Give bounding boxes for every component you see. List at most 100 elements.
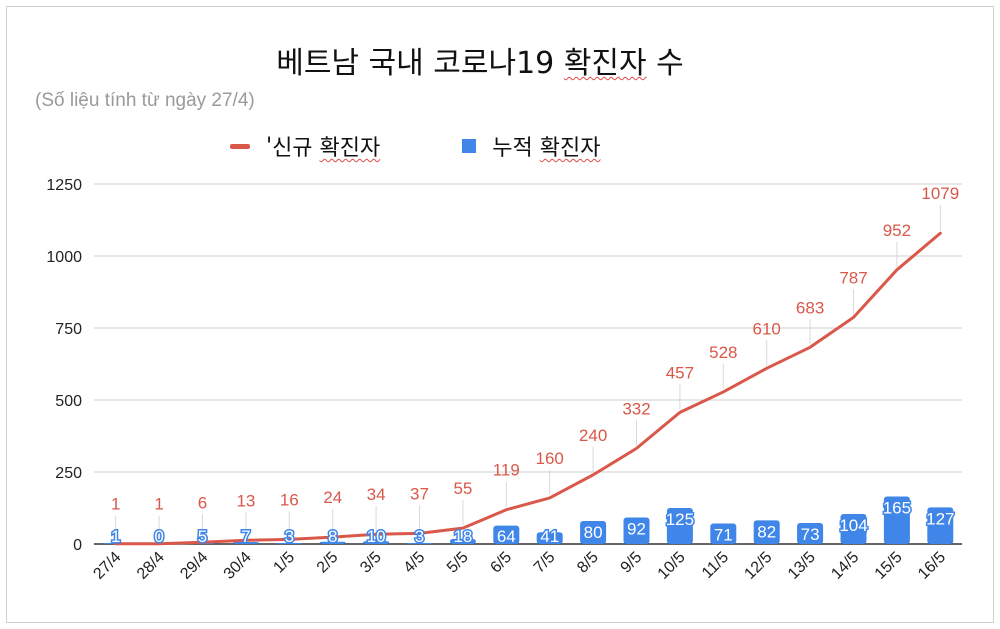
bar	[580, 520, 607, 544]
chart-title-part-2: 확진자	[563, 46, 647, 81]
x-tick-label: 2/5	[314, 549, 342, 577]
x-tick-label: 27/4	[90, 549, 124, 583]
bar-data-label: 71	[714, 526, 733, 545]
line-data-label: 13	[236, 491, 255, 510]
bar-data-label: 104	[839, 516, 867, 535]
bar-data-label: 18	[453, 527, 472, 546]
x-tick-label: 30/4	[221, 549, 255, 583]
bar	[536, 532, 563, 544]
x-tick-label: 12/5	[741, 549, 775, 583]
legend-line-label-a: 신규	[272, 136, 313, 161]
legend-line-label-b: 확진자	[319, 136, 381, 161]
bar	[710, 523, 737, 544]
bar-data-label: 82	[757, 522, 776, 541]
y-tick-label: 500	[55, 393, 82, 410]
x-tick-label: 10/5	[655, 549, 689, 583]
chart-frame	[6, 6, 994, 623]
y-tick-label: 1250	[46, 177, 82, 194]
bar	[276, 543, 303, 544]
bar-data-label: 41	[540, 527, 559, 546]
x-tick-label: 13/5	[785, 549, 819, 583]
x-tick-label: 5/5	[444, 549, 472, 577]
bar-data-label: 127	[926, 509, 954, 528]
legend-line-label-prefix: '	[266, 133, 273, 159]
bar-data-label: 10	[367, 527, 386, 546]
line-data-label: 24	[323, 488, 342, 507]
bar-data-label: 1	[111, 527, 120, 546]
x-tick-label: 9/5	[618, 549, 646, 577]
x-tick-label: 4/5	[401, 549, 429, 577]
bar	[883, 496, 910, 544]
x-tick-label: 28/4	[134, 549, 168, 583]
y-tick-label: 0	[73, 537, 82, 554]
bar-data-label: 3	[415, 527, 424, 546]
bar-data-label: 165	[883, 498, 911, 517]
chart-legend: ' 신규 확진자 누적 확진자	[230, 130, 683, 162]
bar	[797, 522, 824, 544]
line-data-label: 457	[666, 363, 694, 382]
bar	[319, 541, 346, 544]
series-line-new-cases	[114, 231, 942, 546]
x-tick-label: 16/5	[915, 549, 949, 583]
bar-data-label: 64	[497, 527, 516, 546]
line-data-label: 16	[280, 490, 299, 509]
line-data-label: 1	[154, 495, 163, 514]
bar	[927, 507, 954, 544]
bar	[840, 514, 867, 544]
y-tick-label: 750	[55, 321, 82, 338]
legend-bar-label-a: 누적	[492, 136, 533, 161]
x-tick-label: 8/5	[574, 549, 602, 577]
y-tick-label: 1000	[46, 249, 82, 266]
bar	[753, 520, 780, 544]
y-tick-label: 250	[55, 465, 82, 482]
x-tick-label: 11/5	[699, 549, 732, 582]
line-data-label: 528	[709, 343, 737, 362]
bar	[449, 538, 476, 544]
line-data-label: 160	[536, 449, 564, 468]
line-data-label: 1	[111, 495, 120, 514]
x-tick-label: 1/5	[270, 549, 298, 577]
legend-item-cumulative-cases: 누적 확진자	[462, 130, 601, 162]
line-data-label: 1079	[921, 184, 959, 203]
bar	[623, 517, 650, 544]
bar-data-label: 5	[198, 527, 207, 546]
bar-data-label: 8	[328, 527, 337, 546]
line-data-label: 952	[883, 221, 911, 240]
line-data-label: 34	[367, 485, 386, 504]
bar	[406, 543, 433, 544]
legend-box-swatch	[462, 139, 477, 153]
bar-data-label: 0	[154, 527, 163, 546]
line-data-label: 787	[839, 268, 867, 287]
x-tick-label: 29/4	[177, 549, 211, 583]
legend-item-new-cases: ' 신규 확진자	[230, 130, 380, 162]
chart-title-part-3: 수	[646, 46, 684, 81]
bar-data-label: 3	[285, 527, 294, 546]
bar	[666, 508, 693, 544]
x-tick-label: 7/5	[531, 549, 559, 577]
x-tick-label: 14/5	[828, 549, 862, 583]
legend-bar-label-b: 확진자	[539, 136, 601, 161]
line-data-label: 6	[198, 493, 207, 512]
bar-data-label: 125	[666, 510, 694, 529]
line-data-label: 610	[753, 319, 781, 338]
line-data-label: 240	[579, 426, 607, 445]
chart-title-part-1: 베트남 국내 코로나19	[276, 46, 564, 81]
bar-data-label: 80	[584, 523, 603, 542]
line-data-label: 332	[622, 399, 650, 418]
legend-line-swatch	[230, 143, 250, 149]
bar-data-label: 7	[241, 527, 250, 546]
bar-data-label: 73	[801, 525, 820, 544]
bar	[363, 541, 390, 544]
x-tick-label: 3/5	[357, 549, 385, 577]
line-data-label: 119	[493, 461, 520, 480]
bar	[232, 541, 259, 544]
x-tick-label: 15/5	[872, 549, 906, 583]
bar	[493, 525, 520, 544]
line-data-label: 55	[453, 479, 472, 498]
line-data-label: 37	[410, 484, 429, 503]
x-tick-label: 6/5	[487, 549, 515, 577]
bar-data-label: 92	[627, 520, 646, 539]
chart-subtitle: (Số liệu tính từ ngày 27/4)	[35, 90, 255, 111]
chart-title: 베트남 국내 코로나19 확진자 수	[0, 38, 960, 82]
